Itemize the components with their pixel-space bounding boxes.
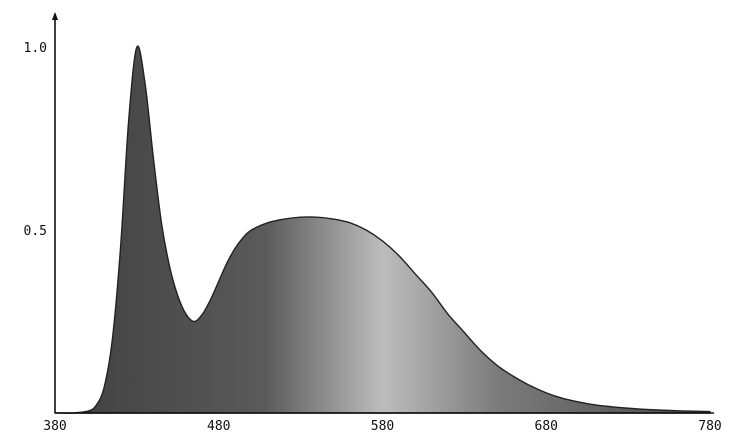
x-tick-label: 780 [698, 419, 721, 434]
y-tick-label: 1.0 [24, 41, 47, 56]
x-tick-label: 680 [535, 419, 558, 434]
x-tick-label: 380 [43, 419, 66, 434]
plot-area [54, 45, 711, 414]
y-axis-arrow [52, 12, 58, 20]
y-tick-label: 0.5 [24, 224, 47, 239]
x-tick-label: 580 [371, 419, 394, 434]
tick-labels: 380 480 580 680 780 0.5 1.0 [24, 41, 722, 434]
axes [52, 12, 714, 414]
x-tick-label: 480 [207, 419, 230, 434]
spectrum-area [54, 45, 711, 414]
